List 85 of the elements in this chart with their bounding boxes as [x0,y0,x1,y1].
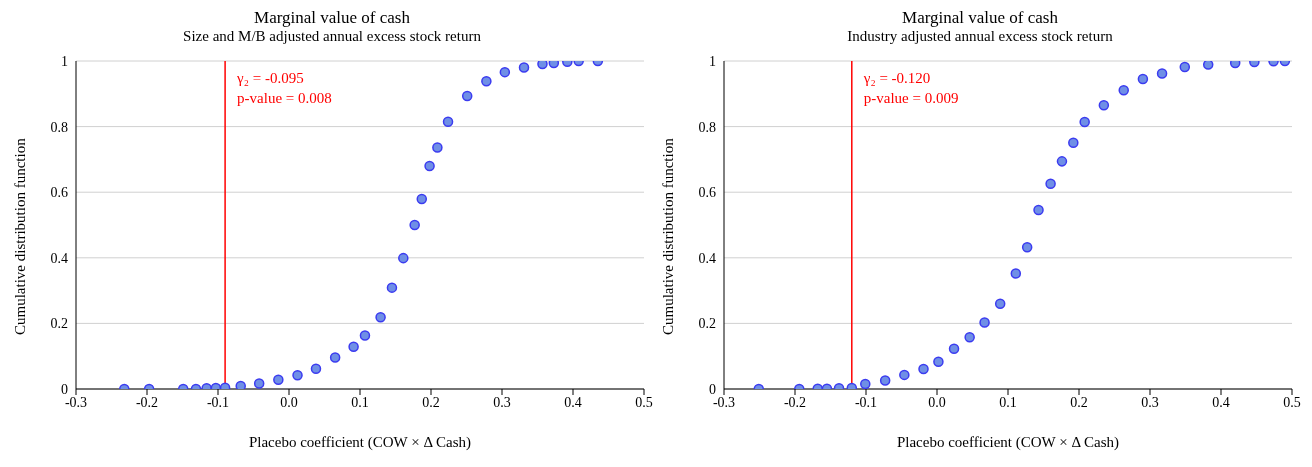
y-axis-title: Cumulative distribution function [12,137,29,335]
y-tick-label: 0.2 [698,316,716,332]
point [329,352,341,363]
x-tick-label: -0.3 [712,394,736,410]
point [432,142,443,153]
point [416,193,428,205]
annotation: p-value = 0.009 [863,90,959,106]
point [964,331,975,343]
point [994,298,1006,309]
point [979,317,990,328]
point [1156,68,1168,79]
x-tick-label: -0.1 [854,394,878,410]
point [1202,61,1214,70]
point [386,282,398,293]
point [860,378,871,389]
x-tick-label: -0.1 [206,394,230,410]
y-axis-title: Cumulative distribution function [660,137,677,335]
point [375,311,386,323]
x-axis-title: Placebo coefficient (COW × Δ Cash) [248,434,472,451]
point [461,90,473,102]
x-tick-label: 0.4 [564,394,582,410]
x-tick-label: -0.3 [64,394,88,410]
point [1033,204,1044,216]
point [1068,137,1079,148]
point [398,252,409,264]
y-tick-label: 0.6 [698,185,716,201]
point [348,341,359,352]
point [235,380,246,389]
point [1010,268,1022,279]
point [424,160,435,172]
x-axis-title: Placebo coefficient (COW × Δ Cash) [896,434,1120,451]
y-tick-label: 1 [61,53,68,69]
x-tick-label: 0.2 [1070,394,1088,410]
point [948,343,960,354]
point [933,356,944,368]
x-tick-label: 0.3 [493,394,511,410]
chart-title: Marginal value of cash [901,8,1059,28]
y-tick-label: 0.2 [50,316,68,332]
point [1056,156,1068,167]
point [292,369,303,381]
x-tick-label: 0.1 [999,394,1017,410]
x-tick-label: 0.5 [1283,394,1301,410]
point [442,116,454,127]
point [1021,242,1033,253]
point [518,62,530,73]
point [481,76,492,87]
point [899,369,910,381]
x-tick-label: -0.2 [135,394,159,410]
point [359,330,371,341]
point [499,66,511,78]
point [1118,84,1129,96]
y-tick-label: 1 [709,53,716,69]
y-tick-label: 0.6 [50,185,68,201]
y-tick-label: 0 [709,381,716,397]
point [537,61,548,70]
x-tick-label: 0.0 [928,394,946,410]
x-tick-label: 0.1 [351,394,369,410]
point [1179,61,1191,73]
y-tick-label: 0.8 [50,119,68,135]
y-tick-label: 0.8 [698,119,716,135]
x-tick-label: 0.5 [635,394,653,410]
annotation: γ₂ = -0.095 [236,70,304,86]
chart-title: Marginal value of cash [253,8,411,28]
point [1098,100,1110,111]
y-tick-label: 0.4 [698,250,716,266]
annotation: p-value = 0.008 [237,90,332,106]
x-tick-label: 0.2 [422,394,440,410]
point [918,363,929,375]
y-tick-label: 0 [61,381,68,397]
y-tick-label: 0.4 [50,250,68,266]
chart-subtitle: Industry adjusted annual excess stock return [846,28,1114,45]
point [253,378,265,389]
x-tick-label: 0.3 [1141,394,1159,410]
point [273,374,284,386]
x-tick-label: -0.2 [783,394,807,410]
point [879,375,891,386]
point [310,363,322,374]
x-tick-label: 0.4 [1212,394,1230,410]
x-tick-label: 0.0 [280,394,298,410]
point [409,219,420,231]
chart-subtitle: Size and M/B adjusted annual excess stock return [182,28,482,45]
point [1137,73,1149,85]
annotation: γ₂ = -0.120 [862,70,931,86]
point [1045,178,1056,189]
point [1079,116,1090,128]
